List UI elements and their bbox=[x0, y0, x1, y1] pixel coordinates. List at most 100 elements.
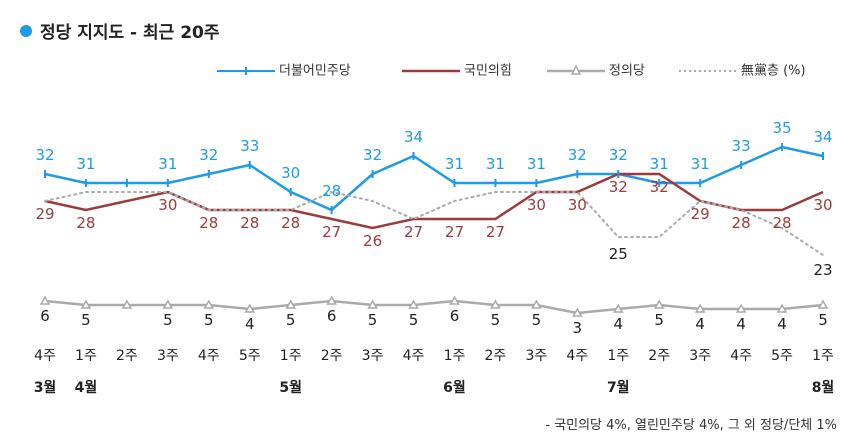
value-label-ppp-9: 27 bbox=[404, 223, 423, 241]
value-label-minju-18: 35 bbox=[773, 119, 792, 137]
value-label-minju-16: 31 bbox=[691, 155, 710, 173]
chart-title: 정당 지지도 - 최근 20주 bbox=[20, 18, 220, 43]
value-label-ppp-13: 30 bbox=[568, 196, 587, 214]
marker-justice-12 bbox=[531, 299, 542, 309]
x-tick-week-6: 1주 bbox=[280, 348, 302, 364]
value-label-ppp-5: 28 bbox=[240, 214, 259, 232]
marker-justice-14 bbox=[612, 303, 624, 313]
value-label-justice-9: 5 bbox=[409, 311, 419, 329]
value-label-justice-6: 5 bbox=[286, 311, 296, 329]
value-label-ppp-15: 32 bbox=[650, 178, 669, 196]
series-line-justice bbox=[44, 299, 824, 315]
x-tick-week-18: 5주 bbox=[771, 348, 793, 364]
value-label-minju-14: 32 bbox=[609, 146, 628, 164]
x-tick-month-0: 3월 bbox=[34, 379, 57, 396]
x-tick-week-12: 3주 bbox=[525, 348, 547, 364]
x-tick-week-19: 1주 bbox=[812, 348, 834, 364]
x-tick-month-19: 8월 bbox=[812, 379, 835, 396]
value-label-ppp-19: 30 bbox=[813, 196, 832, 214]
marker-justice-15 bbox=[653, 299, 665, 309]
value-label-justice-4: 5 bbox=[204, 311, 214, 329]
value-label-ppp-16: 29 bbox=[691, 205, 710, 223]
footnote: - 국민의당 4%, 열린민주당 4%, 그 외 정당/단체 1% bbox=[545, 418, 837, 433]
marker-justice-17 bbox=[735, 303, 747, 313]
x-tick-month-10: 6월 bbox=[443, 379, 466, 396]
marker-justice-9 bbox=[408, 299, 419, 309]
legend: 더불어민주당 국민의힘 정의당 無黨층 (%) bbox=[215, 60, 845, 82]
value-label-minju-9: 34 bbox=[404, 128, 423, 146]
legend-label-none: 無黨층 (%) bbox=[741, 63, 806, 79]
marker-justice-6 bbox=[285, 299, 296, 309]
x-tick-week-1: 1주 bbox=[75, 348, 97, 364]
x-tick-week-7: 2주 bbox=[321, 348, 343, 364]
marker-justice-4 bbox=[203, 299, 215, 309]
title-dot-icon bbox=[20, 25, 32, 37]
value-label-minju-4: 32 bbox=[199, 146, 218, 164]
value-label-none-14: 25 bbox=[609, 245, 628, 263]
value-label-ppp-14: 32 bbox=[609, 178, 628, 196]
value-label-ppp-10: 27 bbox=[445, 223, 464, 241]
legend-item-justice: 정의당 bbox=[545, 60, 645, 82]
value-label-justice-11: 5 bbox=[491, 311, 501, 329]
value-label-ppp-4: 28 bbox=[199, 214, 218, 232]
x-tick-week-16: 3주 bbox=[689, 348, 711, 364]
x-tick-week-11: 2주 bbox=[485, 348, 507, 364]
marker-justice-3 bbox=[162, 299, 174, 309]
x-tick-week-2: 2주 bbox=[116, 348, 138, 364]
x-tick-week-4: 4주 bbox=[198, 348, 220, 364]
value-label-justice-1: 5 bbox=[81, 311, 91, 329]
x-tick-month-6: 5월 bbox=[279, 379, 302, 396]
value-label-minju-19: 34 bbox=[813, 128, 832, 146]
value-label-justice-12: 5 bbox=[532, 311, 542, 329]
marker-justice-10 bbox=[449, 295, 460, 305]
value-label-ppp-12: 30 bbox=[527, 196, 546, 214]
legend-line-minju-icon bbox=[217, 67, 275, 75]
value-label-ppp-6: 28 bbox=[281, 214, 300, 232]
marker-justice-19 bbox=[817, 299, 829, 309]
x-tick-week-17: 4주 bbox=[730, 348, 752, 364]
x-tick-week-10: 1주 bbox=[444, 348, 466, 364]
legend-label-minju: 더불어민주당 bbox=[279, 63, 351, 79]
value-label-minju-5: 33 bbox=[240, 137, 259, 155]
x-tick-month-1: 4월 bbox=[75, 379, 98, 396]
value-label-justice-13: 3 bbox=[573, 319, 583, 337]
value-label-minju-1: 31 bbox=[76, 155, 95, 173]
legend-label-ppp: 국민의힘 bbox=[464, 63, 512, 79]
value-label-minju-6: 30 bbox=[281, 164, 300, 182]
value-label-minju-13: 32 bbox=[568, 146, 587, 164]
value-label-ppp-11: 27 bbox=[486, 223, 505, 241]
x-tick-week-8: 3주 bbox=[362, 348, 384, 364]
value-label-justice-18: 4 bbox=[777, 315, 787, 333]
value-label-ppp-8: 26 bbox=[363, 232, 382, 250]
value-label-justice-15: 5 bbox=[654, 311, 664, 329]
marker-justice-11 bbox=[490, 299, 501, 309]
value-label-ppp-1: 28 bbox=[76, 214, 95, 232]
value-label-justice-16: 4 bbox=[695, 315, 705, 333]
value-label-none-19: 23 bbox=[813, 261, 832, 279]
series-line-none bbox=[44, 190, 824, 256]
value-label-minju-17: 33 bbox=[732, 137, 751, 155]
x-tick-week-9: 4주 bbox=[403, 348, 425, 364]
marker-justice-7 bbox=[326, 295, 337, 305]
series-line-minju bbox=[44, 145, 824, 212]
legend-line-ppp-icon bbox=[402, 69, 460, 73]
value-label-minju-10: 31 bbox=[445, 155, 464, 173]
value-label-minju-3: 31 bbox=[158, 155, 177, 173]
marker-justice-1 bbox=[80, 299, 92, 309]
value-label-minju-0: 32 bbox=[35, 146, 54, 164]
value-label-justice-5: 4 bbox=[245, 315, 255, 333]
legend-item-none: 無黨층 (%) bbox=[677, 60, 806, 82]
marker-justice-5 bbox=[244, 303, 256, 313]
value-label-minju-7: 28 bbox=[322, 182, 341, 200]
x-tick-week-0: 4주 bbox=[34, 348, 56, 364]
value-label-minju-11: 31 bbox=[486, 155, 505, 173]
marker-justice-13 bbox=[572, 307, 583, 317]
legend-label-justice: 정의당 bbox=[609, 63, 645, 79]
value-label-minju-12: 31 bbox=[527, 155, 546, 173]
marker-justice-16 bbox=[694, 303, 706, 313]
value-label-ppp-0: 29 bbox=[35, 205, 54, 223]
legend-item-minju: 더불어민주당 bbox=[215, 60, 351, 82]
legend-item-ppp: 국민의힘 bbox=[400, 60, 512, 82]
value-label-ppp-18: 28 bbox=[773, 214, 792, 232]
